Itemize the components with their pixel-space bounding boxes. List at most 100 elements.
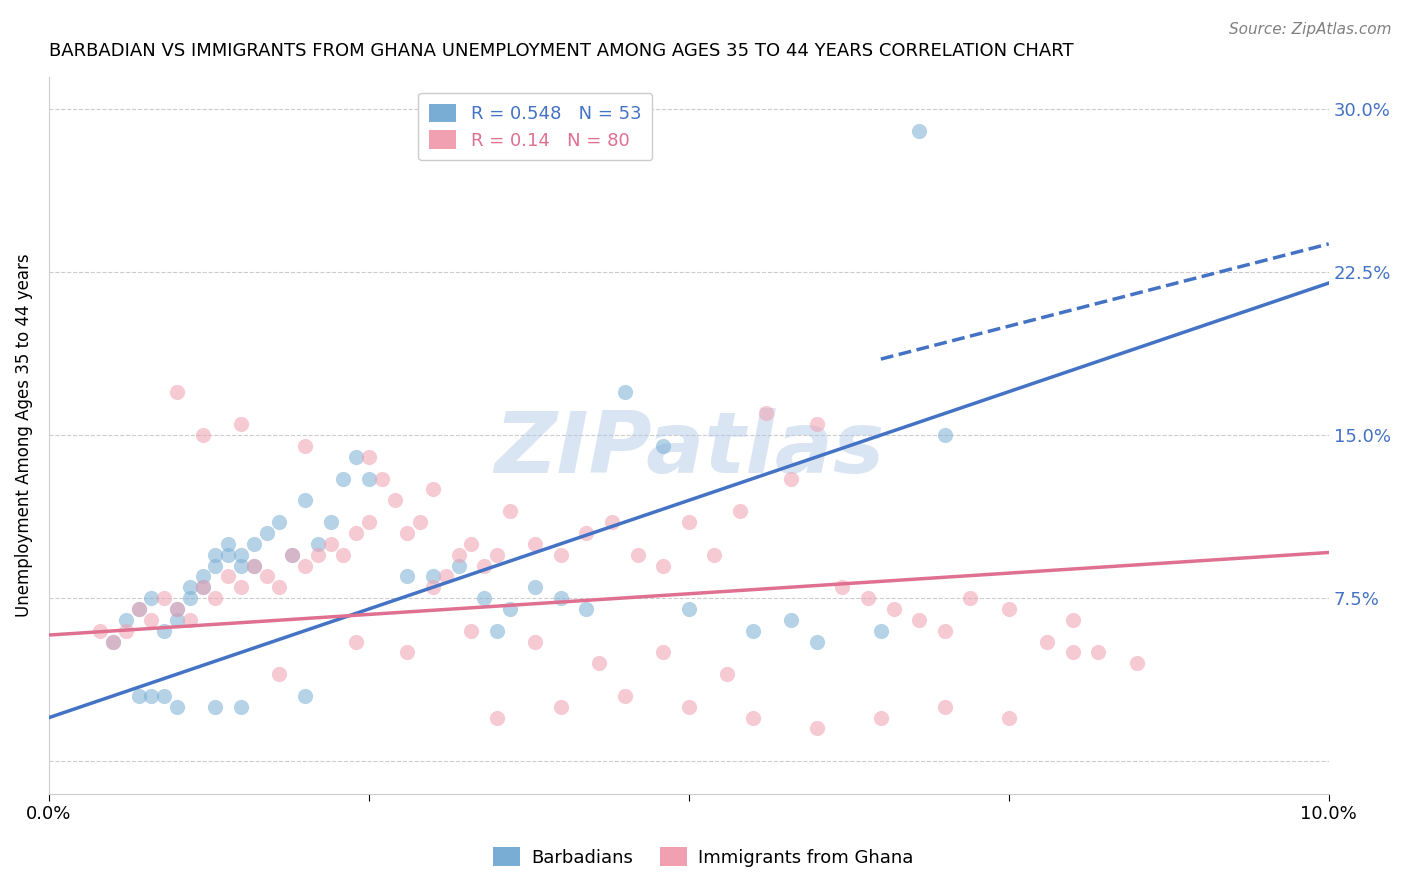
Point [269, 667, 291, 681]
Point [153, 624, 176, 638]
Point [141, 689, 163, 703]
Point [191, 580, 214, 594]
Point [294, 439, 316, 453]
Text: BARBADIAN VS IMMIGRANTS FROM GHANA UNEMPLOYMENT AMONG AGES 35 TO 44 YEARS CORREL: BARBADIAN VS IMMIGRANTS FROM GHANA UNEMP… [49, 42, 1074, 60]
Point [370, 472, 392, 486]
Point [741, 711, 763, 725]
Point [229, 699, 252, 714]
Point [550, 548, 572, 562]
Point [166, 602, 188, 616]
Point [652, 558, 675, 573]
Point [998, 602, 1021, 616]
Point [741, 624, 763, 638]
Point [217, 569, 239, 583]
Point [128, 602, 150, 616]
Point [678, 515, 700, 529]
Point [869, 624, 891, 638]
Point [472, 591, 495, 606]
Point [269, 580, 291, 594]
Point [229, 580, 252, 594]
Point [422, 483, 444, 497]
Point [204, 558, 226, 573]
Point [755, 406, 778, 420]
Point [242, 537, 264, 551]
Point [550, 699, 572, 714]
Point [114, 624, 136, 638]
Point [396, 525, 419, 540]
Point [908, 613, 931, 627]
Point [1036, 634, 1059, 648]
Point [294, 493, 316, 508]
Point [575, 602, 598, 616]
Point [357, 515, 380, 529]
Point [447, 548, 470, 562]
Point [319, 537, 342, 551]
Point [806, 722, 828, 736]
Point [217, 548, 239, 562]
Point [485, 624, 508, 638]
Point [652, 645, 675, 659]
Point [485, 548, 508, 562]
Point [294, 689, 316, 703]
Point [613, 689, 636, 703]
Point [128, 602, 150, 616]
Point [242, 558, 264, 573]
Point [806, 417, 828, 432]
Point [191, 428, 214, 442]
Point [153, 591, 176, 606]
Point [281, 548, 304, 562]
Point [883, 602, 905, 616]
Point [460, 624, 482, 638]
Point [357, 450, 380, 464]
Point [166, 602, 188, 616]
Point [678, 699, 700, 714]
Point [998, 711, 1021, 725]
Point [256, 569, 278, 583]
Point [319, 515, 342, 529]
Point [588, 657, 610, 671]
Point [204, 591, 226, 606]
Point [294, 558, 316, 573]
Point [1062, 613, 1084, 627]
Point [204, 548, 226, 562]
Point [166, 613, 188, 627]
Point [307, 537, 329, 551]
Point [524, 537, 547, 551]
Point [344, 525, 367, 540]
Point [627, 548, 650, 562]
Point [344, 450, 367, 464]
Point [191, 569, 214, 583]
Point [716, 667, 738, 681]
Legend: R = 0.548   N = 53, R = 0.14   N = 80: R = 0.548 N = 53, R = 0.14 N = 80 [419, 93, 652, 161]
Point [728, 504, 751, 518]
Point [281, 548, 304, 562]
Point [780, 613, 803, 627]
Point [128, 689, 150, 703]
Point [678, 602, 700, 616]
Point [396, 645, 419, 659]
Point [703, 548, 725, 562]
Legend: Barbadians, Immigrants from Ghana: Barbadians, Immigrants from Ghana [485, 840, 921, 874]
Point [89, 624, 111, 638]
Point [229, 548, 252, 562]
Point [1087, 645, 1109, 659]
Y-axis label: Unemployment Among Ages 35 to 44 years: Unemployment Among Ages 35 to 44 years [15, 253, 32, 617]
Point [499, 602, 522, 616]
Point [229, 558, 252, 573]
Point [524, 634, 547, 648]
Point [959, 591, 981, 606]
Point [204, 699, 226, 714]
Point [1062, 645, 1084, 659]
Point [652, 439, 675, 453]
Point [141, 613, 163, 627]
Point [434, 569, 457, 583]
Text: Source: ZipAtlas.com: Source: ZipAtlas.com [1229, 22, 1392, 37]
Point [191, 580, 214, 594]
Point [831, 580, 853, 594]
Point [256, 525, 278, 540]
Point [307, 548, 329, 562]
Text: ZIPatlas: ZIPatlas [494, 408, 884, 491]
Point [524, 580, 547, 594]
Point [780, 472, 803, 486]
Point [485, 711, 508, 725]
